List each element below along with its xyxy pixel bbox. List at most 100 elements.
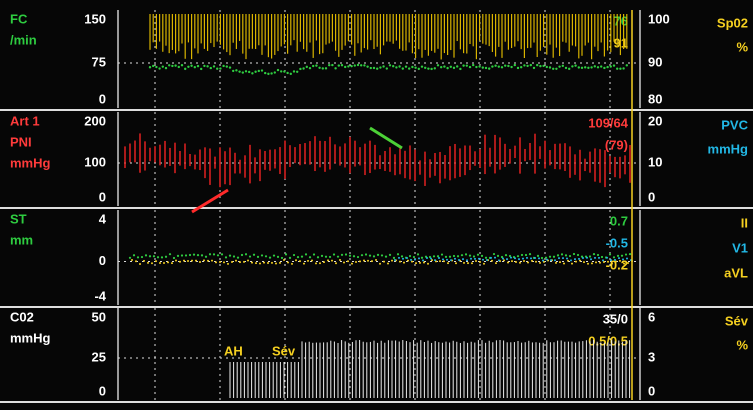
st-trend-point [583, 261, 585, 263]
st-trend-point [486, 259, 488, 261]
st-trend-point [233, 255, 235, 257]
st-trend-point [219, 261, 221, 263]
st-trend-point [249, 255, 251, 257]
st-trend-point [625, 253, 627, 255]
st-trend-point [369, 254, 371, 256]
hr-trend-point [315, 64, 317, 66]
st-trend-point [195, 260, 197, 262]
st-trend-point [343, 261, 345, 263]
st-trend-point [319, 262, 321, 264]
hr-trend-point [309, 67, 311, 69]
st-trend-point [447, 262, 449, 264]
right-label: PVC [721, 117, 748, 132]
hr-trend-point [373, 67, 375, 69]
hr-trend-point [312, 65, 314, 67]
st-trend-point [455, 262, 457, 264]
st-trend-point [527, 261, 529, 263]
hr-trend-point [610, 65, 612, 67]
left-scale-label: 4 [99, 211, 107, 226]
st-trend-point [507, 261, 509, 263]
hr-trend-point [194, 66, 196, 68]
st-trend-point [251, 262, 253, 264]
st-trend-point [597, 254, 599, 256]
panel-label: C02 [10, 309, 34, 324]
hr-trend-point [354, 64, 356, 66]
st-trend-point [461, 254, 463, 256]
hr-trend-point [280, 70, 282, 72]
hr-trend-point [437, 64, 439, 66]
st-trend-point [183, 260, 185, 262]
st-trend-point [511, 260, 513, 262]
hr-trend-point [382, 65, 384, 67]
hr-trend-point [485, 67, 487, 69]
hr-trend-point [251, 72, 253, 74]
st-trend-point [385, 256, 387, 258]
st-trend-point [518, 258, 520, 260]
st-trend-point [279, 262, 281, 264]
hr-trend-point [405, 65, 407, 67]
st-trend-point [331, 260, 333, 262]
hr-trend-point [424, 67, 426, 69]
hr-trend-point [475, 66, 477, 68]
readout-value: -0.2 [606, 257, 628, 272]
st-trend-point [311, 260, 313, 262]
st-trend-point [566, 257, 568, 259]
st-trend-point [223, 261, 225, 263]
right-label: Sp02 [717, 15, 748, 30]
st-trend-point [441, 253, 443, 255]
hr-trend-point [229, 66, 231, 68]
hr-trend-point [482, 66, 484, 68]
st-trend-point [449, 256, 451, 258]
st-trend-point [193, 253, 195, 255]
st-trend-point [263, 262, 265, 264]
st-trend-point [191, 260, 193, 262]
st-trend-point [433, 255, 435, 257]
st-trend-point [243, 261, 245, 263]
st-trend-point [523, 260, 525, 262]
st-trend-point [479, 261, 481, 263]
st-trend-point [327, 259, 329, 261]
hr-trend-point [360, 64, 362, 66]
st-trend-point [478, 258, 480, 260]
hr-trend-point [546, 66, 548, 68]
hr-trend-point [494, 65, 496, 67]
hr-trend-point [558, 65, 560, 67]
right-scale-label: 0 [648, 189, 655, 204]
panel-label: ST [10, 211, 27, 226]
st-trend-point [353, 255, 355, 257]
hr-trend-point [190, 65, 192, 67]
st-trend-point [414, 259, 416, 261]
hr-trend-point [363, 64, 365, 66]
st-trend-point [317, 256, 319, 258]
st-trend-point [337, 256, 339, 258]
st-trend-point [231, 261, 233, 263]
st-trend-point [529, 253, 531, 255]
st-trend-point [453, 255, 455, 257]
hr-trend-point [507, 65, 509, 67]
st-trend-point [309, 256, 311, 258]
hr-trend-point [322, 67, 324, 69]
st-trend-point [375, 259, 377, 261]
hr-trend-point [581, 67, 583, 69]
left-scale-label: 100 [84, 154, 106, 169]
st-trend-point [618, 257, 620, 259]
st-trend-point [443, 260, 445, 262]
st-trend-point [363, 259, 365, 261]
hr-trend-point [341, 64, 343, 66]
hr-trend-point [248, 71, 250, 73]
hr-trend-point [427, 67, 429, 69]
st-trend-point [271, 262, 273, 264]
st-trend-point [185, 254, 187, 256]
st-trend-point [257, 256, 259, 258]
st-trend-point [514, 257, 516, 259]
st-trend-point [297, 256, 299, 258]
st-trend-point [411, 261, 413, 263]
st-trend-point [293, 254, 295, 256]
st-trend-point [315, 262, 317, 264]
right-label: V1 [732, 240, 748, 255]
st-trend-point [539, 262, 541, 264]
st-trend-point [546, 259, 548, 261]
st-trend-point [295, 259, 297, 261]
hr-trend-point [283, 70, 285, 72]
st-trend-point [610, 259, 612, 261]
